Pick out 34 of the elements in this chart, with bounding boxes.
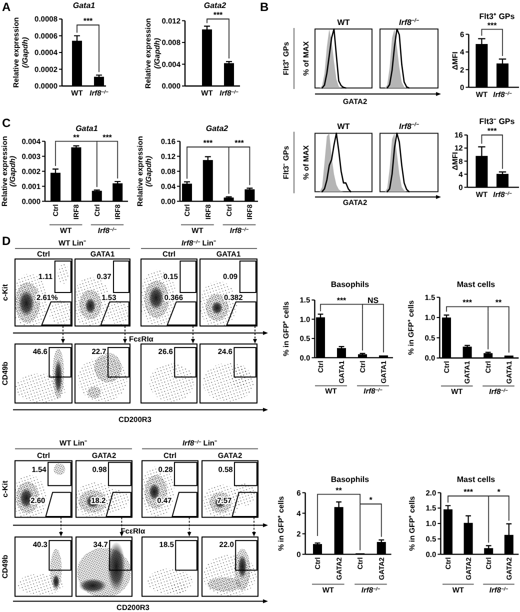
chart-title: Mast cells [456,475,496,484]
chart-title: Mast cells [456,280,496,289]
text: *** [487,20,498,30]
chart-title: Gata1 [72,1,96,10]
chart-title: Gata2 [206,124,229,133]
annotation: ** [336,486,343,495]
chart-title: Irf8$^{−/−}$ [399,18,419,27]
chart-title: Gata2 [204,1,227,10]
chart-title: Basophils [330,475,370,484]
chart-title: Gata1 [76,124,98,133]
chart-title: WT [337,122,350,131]
annotation: *** [83,16,94,26]
chart-title: Flt3⁺ GPs [479,12,516,21]
annotation: ** [495,298,502,308]
annotation: *** [203,138,214,148]
annotation: *** [336,296,348,305]
chart-title: Basophils [330,280,370,289]
chart-title: Irf8$^{−/−}$ [399,122,419,131]
annotation: *** [462,298,473,308]
annotation: *** [102,132,113,142]
annotation: *** [487,126,498,136]
annotation: NS [367,296,380,305]
chart-title: WT [337,18,350,27]
text: D [2,234,11,248]
annotation: * [497,488,502,496]
text: C [2,116,11,130]
text: A [2,0,11,14]
text: *** [213,10,224,20]
chart-title: Flt3⁻ GPs [479,117,516,126]
annotation: *** [234,138,245,148]
annotation: ** [73,132,80,142]
annotation: *** [464,488,474,496]
annotation: * [369,496,374,504]
text: B [260,0,269,14]
